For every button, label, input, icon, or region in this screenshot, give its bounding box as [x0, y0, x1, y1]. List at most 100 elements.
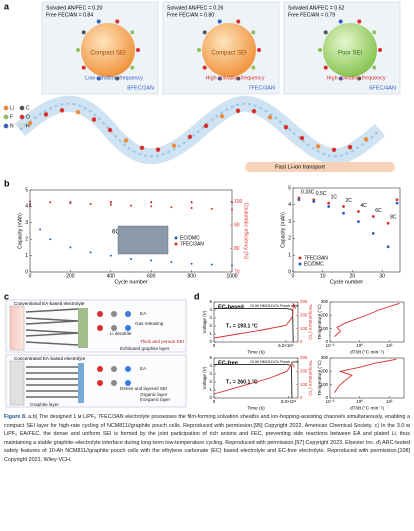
- atom: [357, 19, 362, 24]
- caption: Figure 8. a,b) The designed 1 м LiPF₆ 7F…: [4, 413, 410, 465]
- ion: [155, 147, 161, 152]
- solvated: Solvated AN/FEC = 0.26: [167, 5, 223, 11]
- y2-tick-label: 200: [300, 312, 308, 317]
- point: [386, 221, 390, 225]
- point: [371, 215, 375, 218]
- point: [130, 204, 132, 207]
- point: [371, 231, 375, 235]
- t2: T₂ = 260.1 °C: [226, 379, 258, 385]
- ion: [219, 114, 225, 119]
- point: [395, 201, 399, 205]
- atom: [236, 76, 241, 81]
- x-tick-label: 10⁻²: [326, 343, 335, 348]
- point: [297, 198, 301, 202]
- atom: [115, 76, 120, 81]
- y-tick-label: 0: [326, 395, 329, 400]
- molecule: [111, 380, 117, 386]
- scheme-label: EA: [140, 366, 147, 371]
- y2-tick-label: 80: [234, 246, 240, 252]
- point: [109, 254, 112, 257]
- x-tick-label: 600: [147, 273, 156, 279]
- y-axis-label: Voltage (V): [202, 310, 207, 333]
- ion: [107, 127, 113, 133]
- legend-dot: [3, 114, 9, 120]
- y-axis-label: Temperature (°C): [317, 304, 322, 340]
- point: [231, 200, 233, 203]
- point: [29, 205, 31, 208]
- scheme-label: Thick and porous SEI: [140, 339, 184, 344]
- legend-label: H: [26, 123, 30, 129]
- rate-label: 8C: [390, 215, 397, 221]
- point: [210, 207, 213, 210]
- ion: [123, 138, 129, 143]
- atom: [338, 19, 343, 24]
- scheme-label: Graphite layer: [30, 402, 59, 407]
- frequency: High solvation frequency: [326, 75, 385, 81]
- y-tick-label: 100: [321, 382, 329, 387]
- y2-tick-label: 100: [234, 199, 243, 205]
- point: [39, 228, 42, 231]
- atom: [378, 48, 382, 52]
- atom: [130, 65, 135, 70]
- legend-dot: [19, 123, 25, 129]
- electrolyte: 8FEC/2AN: [127, 85, 154, 91]
- graphite: [9, 305, 25, 351]
- y-axis-label: Temperature (°C): [317, 360, 322, 396]
- rate-label: 6C: [375, 208, 382, 214]
- graphite-layer: [25, 320, 79, 325]
- ion: [299, 135, 305, 141]
- x-axis-label: Time (s): [247, 405, 265, 411]
- y2-axis-label: Temperature (°C): [308, 304, 313, 340]
- legend-label: EC/DMC: [180, 235, 200, 241]
- plot-frame: [329, 301, 405, 343]
- molecule: [111, 311, 117, 317]
- y-tick-label: 200: [321, 312, 329, 317]
- point: [29, 200, 31, 203]
- solvated: Solvated AN/FEC = 0.20: [46, 5, 102, 11]
- atom: [251, 65, 256, 70]
- x-tick-label: 10²: [386, 399, 393, 404]
- atom: [236, 19, 241, 24]
- rate-label: 2C: [346, 198, 353, 204]
- x-tick-label: 10⁰: [356, 399, 363, 404]
- ion: [235, 108, 241, 113]
- y-tick-label: 100: [321, 326, 329, 331]
- channel: [14, 95, 386, 165]
- legend-label: F: [10, 114, 13, 120]
- legend-label: Li: [10, 105, 14, 111]
- atom: [357, 76, 362, 81]
- y2-tick-label: 0: [300, 395, 303, 400]
- series-line: [334, 358, 397, 393]
- y-tick-label: 5: [288, 185, 291, 191]
- atom: [76, 48, 80, 52]
- scheme-box: [5, 299, 187, 353]
- atom: [197, 48, 201, 52]
- molecule: [125, 325, 131, 331]
- ion: [347, 144, 353, 150]
- x-tick-label: 200: [66, 273, 75, 279]
- graphite: [9, 360, 25, 406]
- molecule: [125, 380, 131, 386]
- legend-dot: [19, 105, 25, 111]
- point: [150, 259, 153, 262]
- ion: [91, 117, 97, 122]
- transport: Fast Li-ion transport: [275, 164, 325, 170]
- y-tick-label: 3: [210, 371, 213, 376]
- ion: [187, 134, 193, 139]
- legend-dot: [3, 105, 9, 111]
- sei: Compact SEI: [90, 51, 126, 57]
- x-tick-label: 10⁻²: [326, 399, 335, 404]
- point: [312, 200, 316, 203]
- atom: [96, 76, 101, 81]
- y-tick-label: 5: [210, 299, 213, 304]
- atom: [323, 30, 328, 35]
- plot-frame: [329, 357, 405, 399]
- rate-label: 0.33C: [301, 189, 315, 195]
- caption-lead: Figure 8.: [4, 414, 27, 420]
- graphite-layer: [25, 332, 79, 337]
- point: [170, 261, 173, 264]
- atom: [202, 65, 207, 70]
- legend-label: 7FEC/3AN: [180, 241, 204, 247]
- point: [150, 200, 153, 203]
- point: [327, 205, 331, 208]
